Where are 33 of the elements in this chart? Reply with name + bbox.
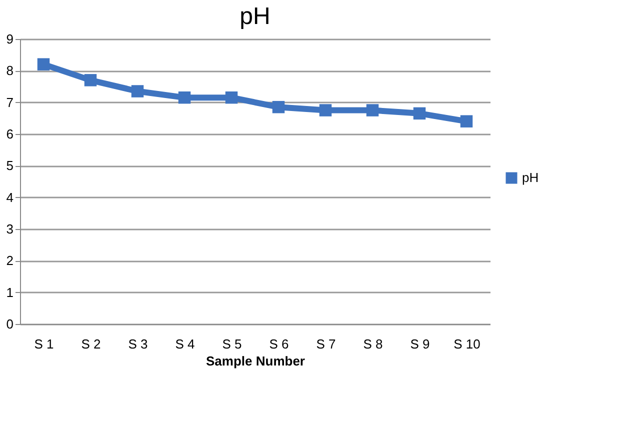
y-tick-label: 5 <box>6 158 14 174</box>
point <box>366 104 379 116</box>
x-tick-label: S 7 <box>316 336 336 352</box>
y-tick-label: 6 <box>6 126 14 142</box>
point <box>225 91 238 104</box>
point <box>131 85 144 98</box>
y-tick-label: 9 <box>6 32 14 46</box>
y-tick-label: 4 <box>6 190 14 205</box>
point <box>272 100 285 114</box>
x-tick-label: S 3 <box>128 336 148 352</box>
y-tick-label: 3 <box>6 222 14 236</box>
point <box>413 107 426 120</box>
point <box>84 74 97 86</box>
x-tick-label: S 10 <box>454 336 480 352</box>
x-tick-label: S 2 <box>81 336 101 352</box>
x-tick-label: S 9 <box>410 336 430 352</box>
point <box>319 104 332 116</box>
x-tick-label: S 4 <box>175 336 195 352</box>
legend-label: pH <box>522 170 539 185</box>
y-tick-label: 7 <box>6 94 14 110</box>
x-axis-title: Sample Number <box>206 354 305 368</box>
chart-title: pH <box>240 3 270 30</box>
y-tick-label: 0 <box>6 316 14 332</box>
point <box>178 91 191 104</box>
x-tick-label: S 8 <box>363 336 383 352</box>
point <box>460 115 473 128</box>
y-tick-label: 8 <box>6 63 14 78</box>
x-tick-label: S 6 <box>269 336 289 352</box>
y-tick-label: 1 <box>6 284 14 300</box>
point <box>37 58 50 70</box>
y-tick-label: 2 <box>6 253 14 268</box>
x-tick-label: S 5 <box>222 336 242 352</box>
x-tick-label: S 1 <box>34 336 54 352</box>
